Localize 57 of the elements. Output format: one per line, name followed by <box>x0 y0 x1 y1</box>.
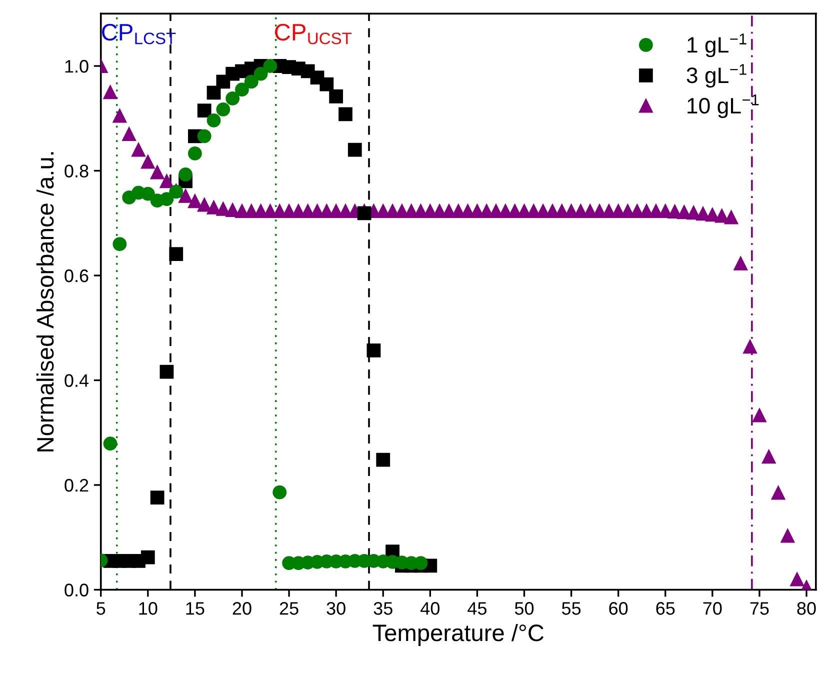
annotation: CP$_{UCST}$ <box>275 24 352 44</box>
annotation: CP$_{LCST}$ <box>102 24 176 44</box>
point <box>366 343 381 358</box>
point <box>160 364 174 379</box>
x-tick-label: 40 <box>420 602 440 615</box>
point <box>272 485 287 500</box>
point <box>235 82 249 97</box>
point <box>150 490 164 505</box>
y-tick-label: 1.0 <box>65 60 88 73</box>
x-tick-label: 5 <box>96 602 106 615</box>
x-tick-label: 30 <box>326 602 346 615</box>
x-tick-label: 25 <box>280 602 298 615</box>
point <box>226 92 240 106</box>
point <box>206 114 221 128</box>
x-tick-label: 15 <box>186 602 204 615</box>
point <box>254 66 268 81</box>
legend-label: 3 gL$^{−1}$ <box>686 64 746 88</box>
x-tick-label: 60 <box>609 602 628 615</box>
point <box>140 550 155 564</box>
point <box>169 247 184 261</box>
point <box>197 104 212 118</box>
point <box>140 186 155 201</box>
point <box>244 74 258 89</box>
x-tick-label: 65 <box>656 602 675 615</box>
point <box>197 129 212 144</box>
point <box>263 59 278 73</box>
x-tick-label: 35 <box>374 602 392 615</box>
y-tick-label: 0.6 <box>64 269 88 282</box>
point <box>329 89 344 104</box>
x-tick-label: 45 <box>468 602 486 615</box>
point <box>320 77 334 92</box>
x-tick-label: 20 <box>232 602 252 615</box>
x-tick-label: 10 <box>139 602 158 615</box>
y-tick-label: 0.8 <box>64 164 88 178</box>
point <box>357 206 372 220</box>
point <box>112 237 127 252</box>
point <box>178 167 192 182</box>
x-tick-label: 55 <box>562 602 581 615</box>
x-tick-label: 70 <box>703 602 722 615</box>
x-tick-label: 75 <box>750 602 769 615</box>
point <box>103 436 118 451</box>
y-tick-label: 0.0 <box>64 584 88 596</box>
point <box>338 107 352 122</box>
point <box>376 452 390 467</box>
y-axis-title: Normalised Absorbance /a.u. <box>36 152 54 452</box>
point <box>188 146 202 160</box>
point <box>348 142 362 157</box>
point <box>206 86 221 100</box>
y-tick-label: 0.4 <box>64 374 89 387</box>
x-tick-label: 50 <box>514 602 534 615</box>
point <box>160 192 174 206</box>
y-tick-label: 0.2 <box>64 478 88 492</box>
x-tick-label: 80 <box>797 602 816 615</box>
legend-label: 10 gL$^{−1}$ <box>688 94 759 118</box>
x-axis-title: Temperature /°C <box>372 624 544 646</box>
point <box>216 102 230 116</box>
legend-label: 1 gL$^{−1}$ <box>688 34 746 58</box>
